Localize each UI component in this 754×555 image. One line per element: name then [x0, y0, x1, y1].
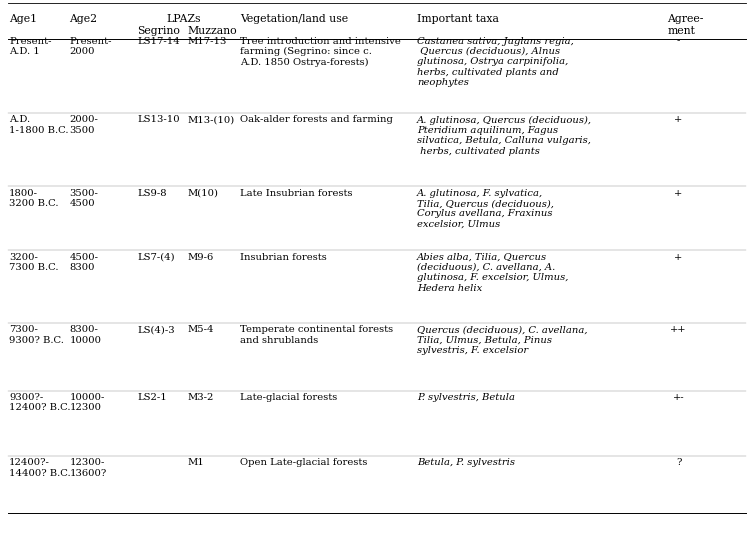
Text: 12300-
13600?: 12300- 13600?	[69, 458, 106, 478]
Text: Present-
2000: Present- 2000	[69, 37, 112, 56]
Text: Muzzano: Muzzano	[187, 26, 237, 36]
Text: 8300-
10000: 8300- 10000	[69, 325, 101, 345]
Text: Castanea sativa, Juglans regia,
 Quercus (deciduous), Alnus
glutinosa, Ostrya ca: Castanea sativa, Juglans regia, Quercus …	[417, 37, 574, 87]
Text: ment: ment	[667, 26, 695, 36]
Text: LS2-1: LS2-1	[137, 393, 167, 402]
Text: Agree-: Agree-	[667, 14, 703, 24]
Text: Insubrian forests: Insubrian forests	[240, 253, 326, 261]
Text: A. glutinosa, F. sylvatica,
Tilia, Quercus (deciduous),
Corylus avellana, Fraxin: A. glutinosa, F. sylvatica, Tilia, Querc…	[417, 189, 554, 229]
Text: Vegetation/land use: Vegetation/land use	[240, 14, 348, 24]
Text: 10000-
12300: 10000- 12300	[69, 393, 105, 412]
Text: Age1: Age1	[9, 14, 37, 24]
Text: ?: ?	[676, 458, 682, 467]
Text: A. glutinosa, Quercus (deciduous),
Pteridium aquilinum, Fagus
silvatica, Betula,: A. glutinosa, Quercus (deciduous), Pteri…	[417, 115, 592, 156]
Text: LPAZs: LPAZs	[167, 14, 201, 24]
Text: Present-
A.D. 1: Present- A.D. 1	[9, 37, 51, 56]
Text: M3-2: M3-2	[187, 393, 213, 402]
Text: M13-(10): M13-(10)	[187, 115, 234, 124]
Text: LS13-10: LS13-10	[137, 115, 180, 124]
Text: Oak-alder forests and farming: Oak-alder forests and farming	[240, 115, 393, 124]
Text: A.D.
1-1800 B.C.: A.D. 1-1800 B.C.	[9, 115, 69, 135]
Text: Quercus (deciduous), C. avellana,
Tilia, Ulmus, Betula, Pinus
sylvestris, F. exc: Quercus (deciduous), C. avellana, Tilia,…	[417, 325, 587, 355]
Text: Important taxa: Important taxa	[417, 14, 499, 24]
Text: M1: M1	[187, 458, 204, 467]
Text: M9-6: M9-6	[187, 253, 213, 261]
Text: LS17-14: LS17-14	[137, 37, 180, 46]
Text: +: +	[675, 189, 682, 198]
Text: Late Insubrian forests: Late Insubrian forests	[240, 189, 352, 198]
Text: LS7-(4): LS7-(4)	[137, 253, 175, 261]
Text: +-: +-	[673, 393, 685, 402]
Text: P. sylvestris, Betula: P. sylvestris, Betula	[417, 393, 515, 402]
Text: 3500-
4500: 3500- 4500	[69, 189, 98, 208]
Text: 4500-
8300: 4500- 8300	[69, 253, 98, 272]
Text: Age2: Age2	[69, 14, 97, 24]
Text: 1800-
3200 B.C.: 1800- 3200 B.C.	[9, 189, 59, 208]
Text: Temperate continental forests
and shrublands: Temperate continental forests and shrubl…	[240, 325, 393, 345]
Text: Betula, P. sylvestris: Betula, P. sylvestris	[417, 458, 515, 467]
Text: M5-4: M5-4	[187, 325, 213, 334]
Text: 7300-
9300? B.C.: 7300- 9300? B.C.	[9, 325, 64, 345]
Text: -: -	[677, 37, 680, 46]
Text: ++: ++	[670, 325, 687, 334]
Text: Segrino: Segrino	[137, 26, 180, 36]
Text: 12400?-
14400? B.C.: 12400?- 14400? B.C.	[9, 458, 71, 478]
Text: Abies alba, Tilia, Quercus
(deciduous), C. avellana, A.
glutinosa, F. excelsior,: Abies alba, Tilia, Quercus (deciduous), …	[417, 253, 569, 292]
Text: +: +	[675, 253, 682, 261]
Text: LS(4)-3: LS(4)-3	[137, 325, 175, 334]
Text: M(10): M(10)	[187, 189, 218, 198]
Text: Late-glacial forests: Late-glacial forests	[240, 393, 337, 402]
Text: LS9-8: LS9-8	[137, 189, 167, 198]
Text: Open Late-glacial forests: Open Late-glacial forests	[240, 458, 367, 467]
Text: +: +	[675, 115, 682, 124]
Text: M17-13: M17-13	[187, 37, 226, 46]
Text: 2000-
3500: 2000- 3500	[69, 115, 98, 135]
Text: 9300?-
12400? B.C.: 9300?- 12400? B.C.	[9, 393, 71, 412]
Text: 3200-
7300 B.C.: 3200- 7300 B.C.	[9, 253, 59, 272]
Text: Tree introduction and intensive
farming (Segrino: since c.
A.D. 1850 Ostrya-fore: Tree introduction and intensive farming …	[240, 37, 400, 67]
